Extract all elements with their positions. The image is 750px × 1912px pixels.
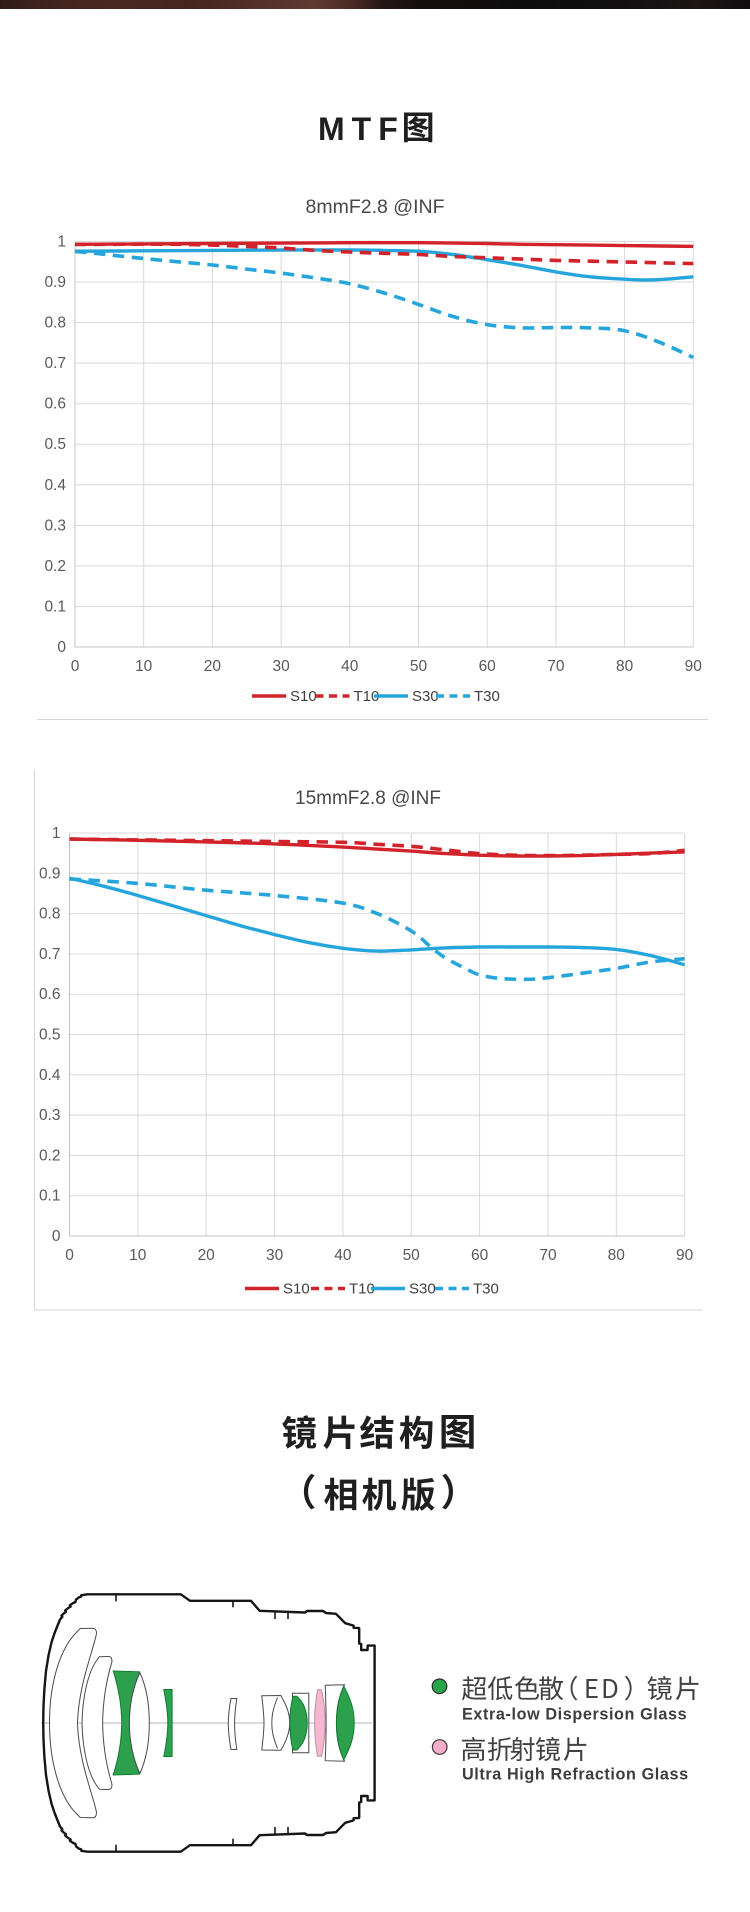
svg-text:50: 50 <box>403 1247 421 1264</box>
svg-text:T10: T10 <box>354 688 380 705</box>
svg-text:70: 70 <box>547 658 565 675</box>
svg-text:Ultra High Refraction Glass: Ultra High Refraction Glass <box>462 1766 689 1784</box>
svg-text:0.4: 0.4 <box>44 477 66 494</box>
svg-text:T30: T30 <box>474 688 500 705</box>
svg-text:15mmF2.8 @INF: 15mmF2.8 @INF <box>295 788 441 809</box>
svg-text:0.9: 0.9 <box>39 865 61 882</box>
svg-text:20: 20 <box>198 1247 216 1264</box>
svg-text:0: 0 <box>52 1228 61 1245</box>
svg-text:MTF: MTF <box>318 111 405 147</box>
svg-text:0: 0 <box>57 639 66 656</box>
svg-text:1: 1 <box>57 234 66 251</box>
svg-text:0.5: 0.5 <box>44 436 66 453</box>
svg-text:30: 30 <box>266 1247 284 1264</box>
svg-text:60: 60 <box>471 1247 489 1264</box>
svg-text:0.9: 0.9 <box>44 274 66 291</box>
svg-text:T30: T30 <box>473 1281 499 1298</box>
svg-text:0.4: 0.4 <box>39 1067 61 1084</box>
svg-text:0.2: 0.2 <box>44 558 66 575</box>
svg-text:10: 10 <box>129 1247 147 1264</box>
svg-text:0.7: 0.7 <box>39 946 61 963</box>
svg-text:0.5: 0.5 <box>39 1027 61 1044</box>
svg-text:90: 90 <box>685 658 703 675</box>
svg-text:S10: S10 <box>290 688 317 705</box>
svg-text:50: 50 <box>410 658 428 675</box>
svg-text:S30: S30 <box>409 1281 436 1298</box>
svg-text:0.8: 0.8 <box>44 315 66 332</box>
svg-text:90: 90 <box>676 1247 694 1264</box>
svg-text:40: 40 <box>334 1247 352 1264</box>
svg-text:0: 0 <box>65 1247 74 1264</box>
svg-text:0.2: 0.2 <box>39 1147 61 1164</box>
svg-text:10: 10 <box>135 658 153 675</box>
svg-text:20: 20 <box>204 658 222 675</box>
svg-text:80: 80 <box>616 658 634 675</box>
svg-text:0.1: 0.1 <box>44 599 66 616</box>
svg-text:1: 1 <box>52 825 61 842</box>
svg-text:S30: S30 <box>412 688 439 705</box>
svg-text:40: 40 <box>341 658 359 675</box>
svg-text:60: 60 <box>479 658 497 675</box>
svg-text:0.3: 0.3 <box>44 517 66 534</box>
svg-text:0.6: 0.6 <box>39 986 61 1003</box>
svg-text:0.7: 0.7 <box>44 355 66 372</box>
svg-text:0: 0 <box>71 658 80 675</box>
svg-text:0.6: 0.6 <box>44 396 66 413</box>
svg-text:S10: S10 <box>283 1281 310 1298</box>
svg-text:Extra-low Dispersion Glass: Extra-low Dispersion Glass <box>462 1706 687 1724</box>
svg-text:0.3: 0.3 <box>39 1107 61 1124</box>
svg-text:0.1: 0.1 <box>39 1188 61 1205</box>
svg-text:30: 30 <box>272 658 290 675</box>
svg-text:80: 80 <box>608 1247 626 1264</box>
svg-text:70: 70 <box>539 1247 557 1264</box>
svg-text:T10: T10 <box>349 1281 375 1298</box>
svg-text:0.8: 0.8 <box>39 906 61 923</box>
svg-text:8mmF2.8 @INF: 8mmF2.8 @INF <box>306 196 445 218</box>
